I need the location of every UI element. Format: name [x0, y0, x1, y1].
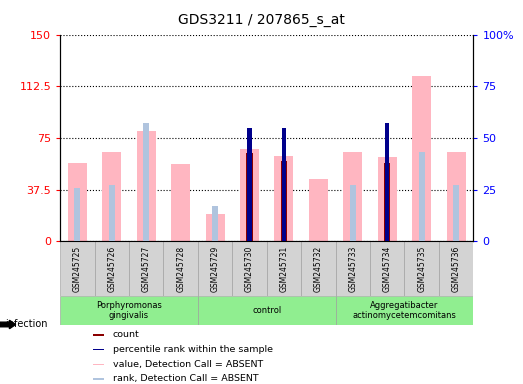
Text: GSM245726: GSM245726 — [107, 246, 116, 292]
Bar — [60, 241, 95, 296]
Bar — [267, 241, 301, 296]
Text: GDS3211 / 207865_s_at: GDS3211 / 207865_s_at — [178, 13, 345, 27]
Bar — [404, 241, 439, 296]
Bar — [93, 334, 105, 336]
Text: infection: infection — [5, 319, 48, 329]
Bar — [206, 214, 224, 241]
Bar — [453, 185, 459, 241]
Text: count: count — [112, 330, 139, 339]
Bar — [301, 241, 336, 296]
Bar — [385, 123, 390, 241]
Bar — [137, 131, 156, 241]
Bar — [336, 296, 473, 325]
Bar — [93, 378, 105, 379]
Bar — [74, 187, 81, 241]
Bar — [343, 152, 362, 241]
Text: GSM245733: GSM245733 — [348, 246, 357, 292]
Text: GSM245736: GSM245736 — [451, 246, 461, 292]
Bar — [246, 153, 253, 241]
Text: Aggregatibacter
actinomycetemcomitans: Aggregatibacter actinomycetemcomitans — [353, 301, 457, 320]
Bar — [309, 179, 328, 241]
Bar — [384, 163, 390, 241]
Text: Porphyromonas
gingivalis: Porphyromonas gingivalis — [96, 301, 162, 320]
Bar — [370, 241, 404, 296]
Bar — [163, 241, 198, 296]
Bar — [281, 161, 287, 241]
Bar — [103, 152, 121, 241]
Bar — [198, 241, 232, 296]
Bar — [60, 296, 198, 325]
Bar — [143, 123, 150, 241]
Bar — [212, 206, 218, 241]
Bar — [232, 241, 267, 296]
Text: GSM245731: GSM245731 — [279, 246, 289, 292]
Bar — [129, 241, 163, 296]
Bar — [336, 241, 370, 296]
Bar — [93, 349, 105, 351]
Text: GSM245728: GSM245728 — [176, 246, 185, 292]
Bar — [95, 241, 129, 296]
Text: GSM245729: GSM245729 — [211, 246, 220, 292]
Bar — [240, 149, 259, 241]
Bar — [247, 127, 252, 241]
Bar — [350, 185, 356, 241]
Text: GSM245732: GSM245732 — [314, 246, 323, 292]
Bar — [447, 152, 465, 241]
Text: GSM245725: GSM245725 — [73, 246, 82, 292]
Text: percentile rank within the sample: percentile rank within the sample — [112, 345, 272, 354]
Bar — [418, 152, 425, 241]
Text: value, Detection Call = ABSENT: value, Detection Call = ABSENT — [112, 360, 263, 369]
Bar — [109, 185, 115, 241]
Bar — [439, 241, 473, 296]
Bar — [198, 296, 336, 325]
Bar — [412, 76, 431, 241]
Bar — [171, 164, 190, 241]
Text: GSM245727: GSM245727 — [142, 246, 151, 292]
Bar — [93, 364, 105, 365]
Text: GSM245730: GSM245730 — [245, 246, 254, 292]
Bar — [68, 163, 87, 241]
Bar — [275, 156, 293, 241]
Text: rank, Detection Call = ABSENT: rank, Detection Call = ABSENT — [112, 374, 258, 383]
Text: control: control — [252, 306, 281, 315]
Text: GSM245735: GSM245735 — [417, 246, 426, 292]
Bar — [282, 127, 286, 241]
Text: GSM245734: GSM245734 — [383, 246, 392, 292]
Bar — [378, 157, 397, 241]
